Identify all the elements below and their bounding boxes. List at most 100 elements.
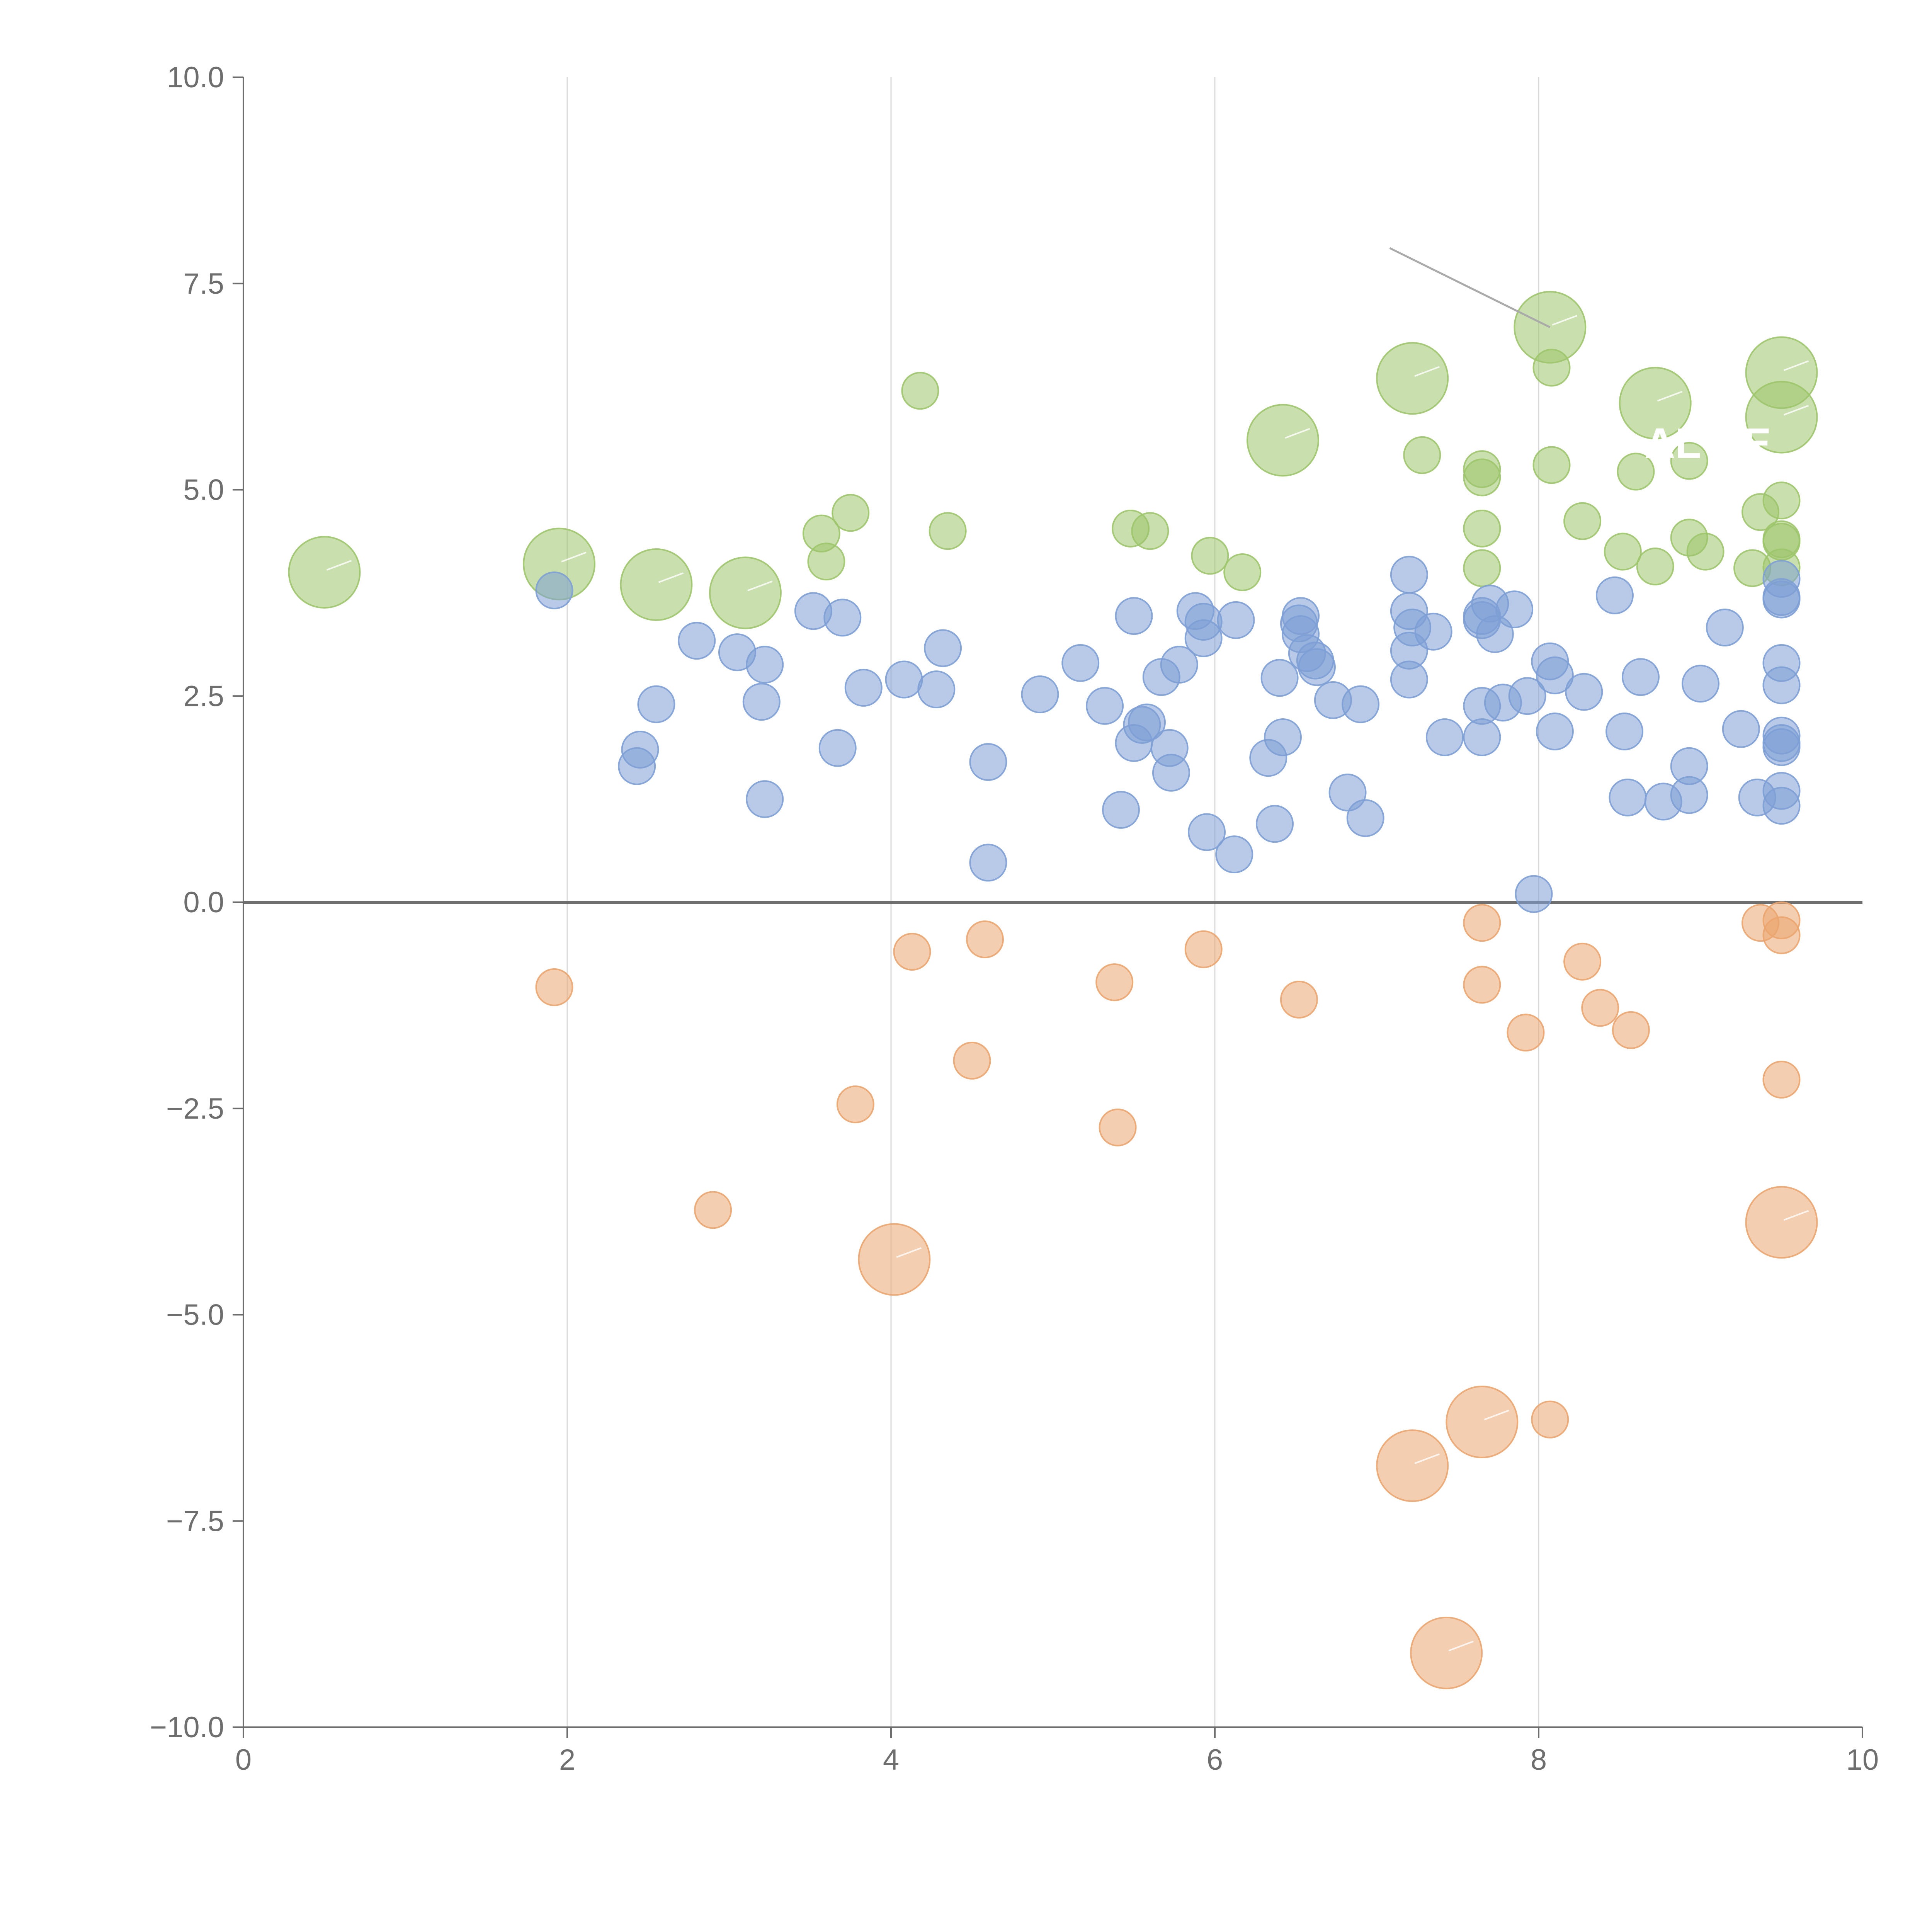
bubble-blue[interactable] — [1762, 580, 1801, 619]
bubble-green[interactable] — [1619, 367, 1692, 440]
bubble-blue[interactable] — [1115, 597, 1153, 635]
bubble-orange[interactable] — [1581, 989, 1619, 1027]
bubble-blue[interactable] — [1021, 675, 1059, 713]
bubble-orange[interactable] — [1463, 904, 1501, 942]
bubble-green[interactable] — [1617, 452, 1655, 491]
bubble-blue[interactable] — [746, 780, 784, 818]
bubble-blue[interactable] — [885, 660, 923, 699]
bubble-blue[interactable] — [1495, 590, 1534, 629]
bubble-blue[interactable] — [678, 622, 716, 660]
bubble-green[interactable] — [1223, 553, 1262, 591]
bubble-blue[interactable] — [1260, 659, 1299, 697]
bubble-blue[interactable] — [1217, 601, 1255, 639]
bubble-orange[interactable] — [1612, 1011, 1650, 1049]
bubble-blue[interactable] — [1762, 787, 1801, 825]
bubble-green[interactable] — [1463, 509, 1501, 548]
bubble-blue[interactable] — [1160, 646, 1198, 684]
bubble-blue[interactable] — [1102, 791, 1140, 829]
bubble-blue[interactable] — [1670, 776, 1708, 814]
bubble-green[interactable] — [1532, 446, 1571, 484]
bubble-blue[interactable] — [1152, 753, 1190, 792]
bubble-blue[interactable] — [1565, 673, 1603, 711]
bubble-blue[interactable] — [1184, 619, 1223, 657]
bubble-green[interactable] — [1463, 458, 1501, 497]
bubble-blue[interactable] — [1298, 648, 1336, 686]
bubble-blue[interactable] — [1215, 835, 1253, 874]
bubble-blue[interactable] — [1605, 713, 1644, 751]
bubble-green[interactable] — [1762, 481, 1801, 520]
bubble-blue[interactable] — [969, 844, 1007, 882]
bubble-blue[interactable] — [1536, 656, 1574, 694]
bubble-blue[interactable] — [844, 668, 883, 707]
bubble-blue[interactable] — [637, 685, 675, 723]
bubble-green[interactable] — [1563, 502, 1602, 540]
bubble-green[interactable] — [1745, 381, 1818, 454]
bubble-blue[interactable] — [823, 599, 862, 637]
bubble-orange[interactable] — [858, 1223, 931, 1296]
bubble-orange[interactable] — [1463, 966, 1501, 1004]
bubble-blue[interactable] — [924, 629, 962, 667]
bubble-blue[interactable] — [1722, 710, 1760, 748]
bubble-blue[interactable] — [1508, 677, 1546, 715]
bubble-green[interactable] — [709, 556, 782, 629]
bubble-green[interactable] — [832, 494, 870, 532]
bubble-blue[interactable] — [618, 747, 656, 785]
bubble-blue[interactable] — [1595, 576, 1634, 614]
bubble-blue[interactable] — [1264, 718, 1302, 756]
bubble-blue[interactable] — [1425, 718, 1464, 756]
bubble-green[interactable] — [1246, 404, 1319, 477]
bubble-blue[interactable] — [1390, 556, 1428, 594]
bubble-orange[interactable] — [1280, 980, 1318, 1019]
bubble-blue[interactable] — [1706, 609, 1744, 647]
bubble-blue[interactable] — [746, 646, 784, 684]
bubble-blue[interactable] — [1342, 685, 1380, 723]
bubble-blue[interactable] — [818, 729, 857, 767]
bubble-orange[interactable] — [1531, 1400, 1569, 1439]
bubble-green[interactable] — [1191, 537, 1229, 575]
bubble-orange[interactable] — [1507, 1014, 1545, 1052]
bubble-orange[interactable] — [1745, 1186, 1818, 1259]
bubble-blue[interactable] — [917, 670, 956, 709]
bubble-blue[interactable] — [1682, 665, 1719, 703]
bubble-blue[interactable] — [1762, 728, 1801, 766]
bubble-orange[interactable] — [1563, 942, 1602, 981]
bubble-orange[interactable] — [1184, 930, 1223, 968]
bubble-orange[interactable] — [953, 1041, 991, 1080]
bubble-orange[interactable] — [1762, 1061, 1801, 1099]
bubble-green[interactable] — [1686, 532, 1725, 571]
bubble-blue[interactable] — [1414, 612, 1452, 651]
bubble-green[interactable] — [807, 543, 845, 581]
bubble-blue[interactable] — [1621, 658, 1660, 696]
bubble-orange[interactable] — [1410, 1616, 1483, 1689]
bubble-orange[interactable] — [1099, 1108, 1137, 1146]
bubble-blue[interactable] — [969, 743, 1007, 781]
bubble-green[interactable] — [288, 536, 361, 609]
bubble-green[interactable] — [1131, 512, 1169, 550]
bubble-blue[interactable] — [1346, 799, 1384, 837]
bubble-blue[interactable] — [1188, 813, 1226, 851]
bubble-green[interactable] — [1403, 436, 1441, 474]
bubble-blue[interactable] — [1609, 778, 1647, 816]
bubble-orange[interactable] — [836, 1085, 874, 1124]
bubble-blue[interactable] — [1390, 660, 1428, 699]
bubble-green[interactable] — [1463, 549, 1501, 587]
bubble-green[interactable] — [1636, 548, 1674, 586]
bubble-green[interactable] — [929, 512, 967, 550]
bubble-orange[interactable] — [1095, 963, 1134, 1002]
bubble-blue[interactable] — [1086, 687, 1124, 725]
bubble-blue[interactable] — [742, 683, 781, 721]
bubble-green[interactable] — [620, 548, 693, 621]
bubble-orange[interactable] — [1446, 1386, 1519, 1459]
bubble-blue[interactable] — [1128, 703, 1166, 742]
bubble-green[interactable] — [901, 372, 939, 410]
bubble-blue[interactable] — [1536, 713, 1574, 751]
bubble-orange[interactable] — [535, 968, 573, 1006]
bubble-orange[interactable] — [893, 933, 931, 971]
bubble-green[interactable] — [1376, 342, 1449, 415]
bubble-orange[interactable] — [694, 1191, 732, 1229]
bubble-blue[interactable] — [1061, 644, 1100, 682]
bubble-orange[interactable] — [1762, 916, 1801, 954]
bubble-blue[interactable] — [535, 571, 573, 609]
bubble-green[interactable] — [1532, 349, 1571, 387]
bubble-green[interactable] — [1670, 442, 1708, 480]
